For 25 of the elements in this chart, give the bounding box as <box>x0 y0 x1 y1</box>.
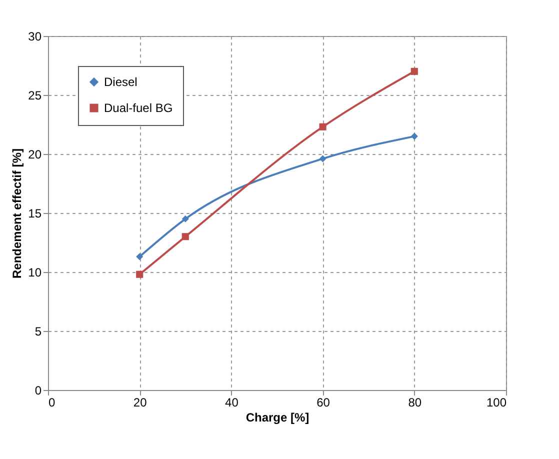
x-tick-label: 80 <box>408 396 422 410</box>
point <box>410 132 418 140</box>
y-tick-label: 0 <box>34 384 42 398</box>
x-tick-label: 0 <box>48 396 56 410</box>
y-tick-label: 25 <box>28 88 42 102</box>
y-tick-label: 10 <box>28 266 42 280</box>
x-tick-label: 40 <box>225 396 239 410</box>
x-axis-title: Charge [%] <box>246 410 310 424</box>
point <box>319 155 326 162</box>
legend-label: Diesel <box>104 75 138 89</box>
y-axis-title: Rendement effectif [%] <box>10 148 24 279</box>
point <box>182 233 189 240</box>
y-tick-label: 5 <box>34 324 42 338</box>
y-tick-label: 30 <box>28 30 42 44</box>
point <box>410 68 418 75</box>
x-tick-label: 60 <box>316 396 330 410</box>
point <box>136 270 144 278</box>
x-tick-label: 100 <box>486 396 507 410</box>
y-tick-label: 15 <box>28 206 42 220</box>
point <box>319 123 326 130</box>
point <box>182 215 189 222</box>
y-tick-label: 20 <box>28 148 42 162</box>
x-tick-label: 20 <box>133 396 148 410</box>
point <box>136 253 144 260</box>
legend-label: Dual-fuel BG <box>104 101 173 115</box>
